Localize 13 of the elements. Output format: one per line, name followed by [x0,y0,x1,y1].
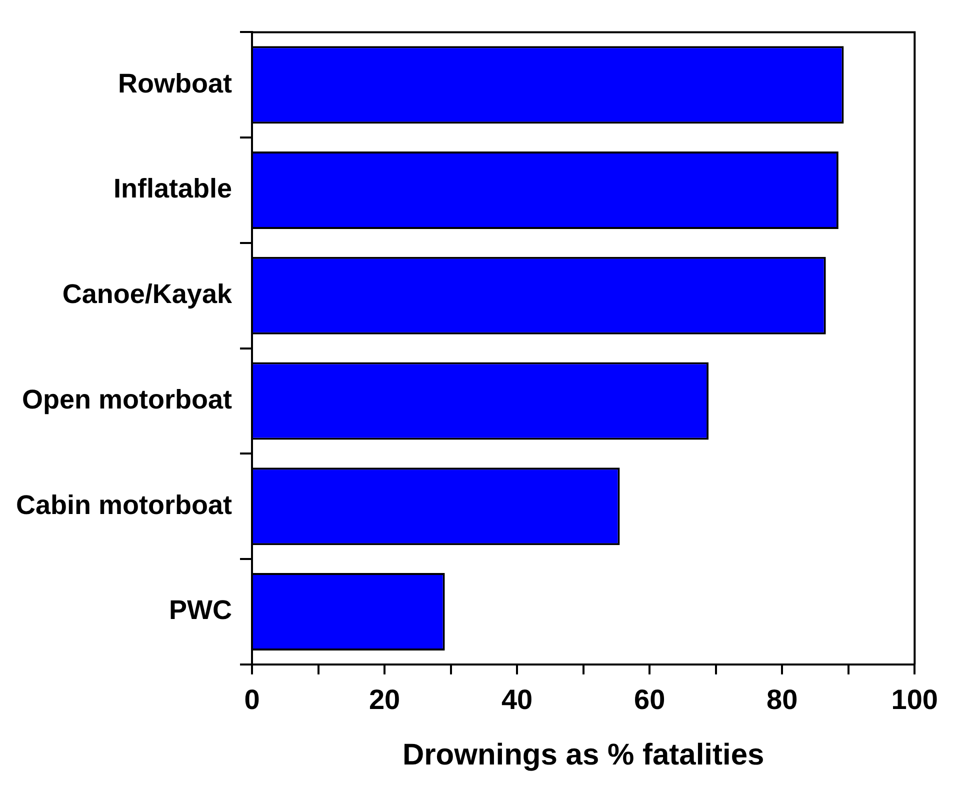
y-tick-label: Open motorboat [22,384,232,414]
x-tick-label: 20 [368,684,400,715]
y-tick-label: PWC [168,595,232,626]
y-tick-label: Cabin motorboat [16,490,232,520]
x-axis-title: Drownings as % fatalities [402,738,764,772]
x-tick-label: 40 [501,684,533,715]
y-tick-label: Inflatable [113,174,232,204]
x-tick-label: 100 [891,684,938,715]
x-tick-label: 60 [634,684,666,715]
y-tick-label: Canoe/Kayak [62,279,233,310]
y-tick-label: Rowboat [118,68,232,98]
x-tick-label: 0 [244,684,260,715]
x-tick-label: 80 [766,684,798,715]
